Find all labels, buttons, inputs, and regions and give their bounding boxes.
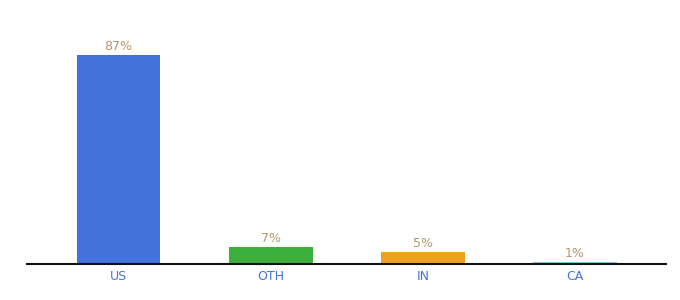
Bar — [533, 262, 617, 264]
Text: 87%: 87% — [105, 40, 133, 53]
Text: 1%: 1% — [565, 247, 585, 260]
Bar — [381, 252, 464, 264]
Bar — [229, 247, 313, 264]
Text: 7%: 7% — [260, 232, 281, 245]
Text: 5%: 5% — [413, 237, 433, 250]
Bar — [77, 55, 160, 264]
